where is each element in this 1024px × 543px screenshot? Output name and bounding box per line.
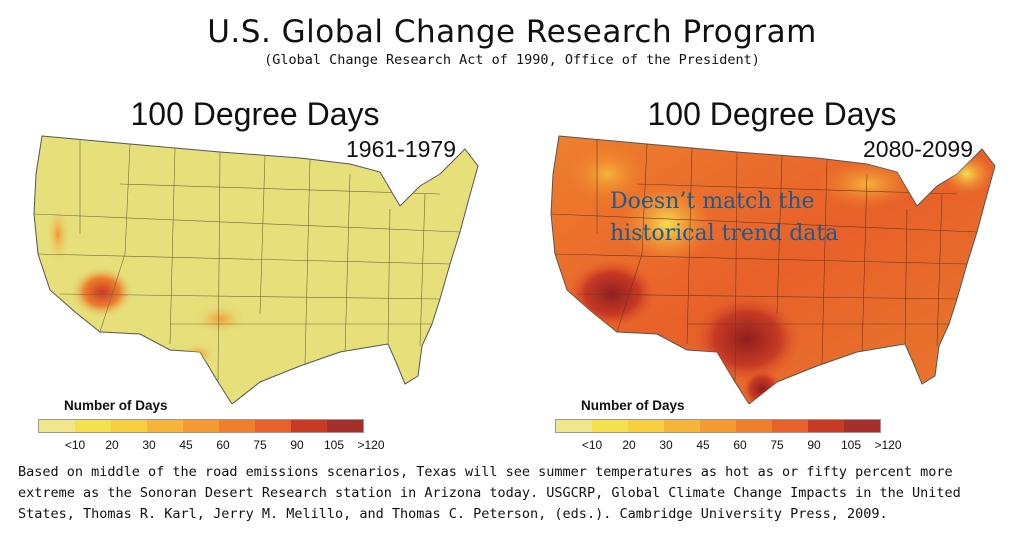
legend-swatch — [111, 420, 147, 432]
annotation-line-1: Doesn’t match the — [610, 189, 815, 214]
page-title: U.S. Global Change Research Program — [207, 14, 817, 50]
legend-bar-historical — [38, 419, 364, 433]
legend-label: 75 — [770, 438, 784, 452]
legend-label: 90 — [290, 438, 304, 452]
legend-label: 45 — [179, 438, 193, 452]
legend-label: 105 — [323, 438, 345, 452]
legend-swatch — [664, 420, 700, 432]
legend-swatch — [183, 420, 219, 432]
legend-swatch — [75, 420, 111, 432]
legend-labels-projected: <10 20 30 45 60 75 90 105 >120 — [555, 438, 969, 452]
legend-swatch — [219, 420, 255, 432]
legend-label: >120 — [874, 438, 902, 452]
legend-label: 30 — [659, 438, 673, 452]
legend-label: 75 — [253, 438, 267, 452]
legend-labels-historical: <10 20 30 45 60 75 90 105 >120 — [38, 438, 452, 452]
us-map-historical — [33, 135, 479, 404]
page-subtitle: (Global Change Research Act of 1990, Off… — [264, 52, 760, 68]
legend-swatch — [844, 420, 880, 432]
annotation-text: Doesn’t match the historical trend data — [610, 186, 900, 250]
legend-swatch — [255, 420, 291, 432]
legend-bar-projected — [555, 419, 881, 433]
legend-swatch — [808, 420, 844, 432]
map-panel-projected: 100 Degree Days 2080-2099 Number of Days… — [537, 94, 1007, 454]
legend-swatch — [592, 420, 628, 432]
legend-label: 60 — [733, 438, 747, 452]
map-title-projected: 100 Degree Days — [647, 96, 897, 132]
legend-label: 90 — [807, 438, 821, 452]
legend-swatch — [772, 420, 808, 432]
legend-title-projected: Number of Days — [581, 398, 685, 413]
legend-swatch — [327, 420, 363, 432]
legend-swatch — [556, 420, 592, 432]
legend-label: 105 — [840, 438, 862, 452]
legend-label: 20 — [622, 438, 636, 452]
us-map-projected — [550, 135, 996, 404]
period-label-projected: 2080-2099 — [863, 136, 973, 162]
legend-label: 20 — [105, 438, 119, 452]
map-panel-historical: 100 Degree Days 1961-1979 Number of Days… — [20, 94, 490, 454]
legend-swatch — [736, 420, 772, 432]
legend-label: >120 — [357, 438, 385, 452]
legend-title-historical: Number of Days — [64, 398, 168, 413]
legend-label: 30 — [142, 438, 156, 452]
legend-label: 60 — [216, 438, 230, 452]
legend-label: <10 — [581, 438, 603, 452]
legend-swatch — [291, 420, 327, 432]
legend-swatch — [700, 420, 736, 432]
period-label-historical: 1961-1979 — [346, 136, 456, 162]
map-title-historical: 100 Degree Days — [130, 96, 380, 132]
annotation-line-2: historical trend data — [610, 221, 839, 246]
legend-label: <10 — [64, 438, 86, 452]
legend-label: 45 — [696, 438, 710, 452]
caption-text: Based on middle of the road emissions sc… — [18, 464, 961, 522]
legend-swatch — [147, 420, 183, 432]
legend-swatch — [39, 420, 75, 432]
legend-swatch — [628, 420, 664, 432]
